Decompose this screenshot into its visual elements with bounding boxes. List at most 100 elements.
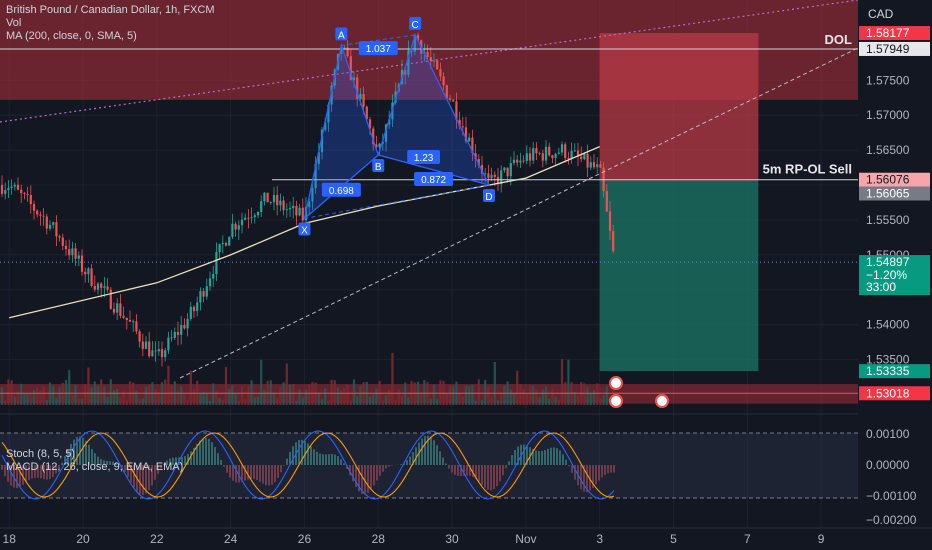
pattern-ratio-label: 1.23 xyxy=(414,153,434,164)
candle-body xyxy=(96,283,100,290)
volume-bar xyxy=(496,400,500,405)
price-tag[interactable] xyxy=(859,364,930,379)
volume-bar xyxy=(7,379,10,405)
symbol-title[interactable]: British Pound / Canadian Dollar, 1h, FXC… xyxy=(6,4,215,16)
candle-body xyxy=(359,94,362,99)
candle-body xyxy=(272,195,276,203)
economic-event-icon[interactable] xyxy=(609,394,623,408)
candle-body xyxy=(525,153,528,161)
date-axis[interactable]: 18 20 22 24 26 28 30 Nov 3 5 7 9 xyxy=(0,527,932,546)
candle-body xyxy=(448,98,452,101)
volume-bar xyxy=(429,398,432,405)
stoch-d-line xyxy=(1,432,615,498)
volume-bar xyxy=(359,386,362,405)
pattern-ratio-badge[interactable] xyxy=(358,41,398,56)
candle-body xyxy=(314,163,317,189)
take-profit-box[interactable] xyxy=(599,180,759,372)
harmonic-pattern[interactable]: 1.037 0.698 0.872 1.23 X A B C D xyxy=(298,16,669,408)
price-tag[interactable] xyxy=(859,26,930,41)
candle-body xyxy=(20,189,23,194)
price-tag[interactable] xyxy=(859,386,930,401)
volume-bar xyxy=(269,380,272,405)
pattern-ratio-badge[interactable] xyxy=(414,172,454,187)
stoch-legend[interactable]: Stoch (8, 5, 5) xyxy=(6,448,76,460)
ma-legend[interactable]: MA (200, close, 0, SMA, 5) xyxy=(6,30,137,42)
pattern-point-badge[interactable] xyxy=(409,16,422,30)
price-axis[interactable]: CAD1.575001.570001.565001.555001.550001.… xyxy=(858,0,932,528)
volume-bar xyxy=(452,385,455,405)
candle-body xyxy=(557,152,560,154)
candle-body xyxy=(170,337,173,339)
candle-body xyxy=(327,104,330,123)
currency-label[interactable]: CAD xyxy=(868,7,894,21)
candle-body xyxy=(432,60,436,62)
price-tick-label: 1.57500 xyxy=(866,73,910,87)
candle-body xyxy=(477,159,480,166)
stop-loss-box[interactable] xyxy=(599,33,759,181)
candle-body xyxy=(365,106,368,120)
volume-bar xyxy=(356,396,359,405)
volume-bar xyxy=(183,394,186,405)
candle-body xyxy=(58,236,61,238)
candle-body xyxy=(192,306,196,312)
candle-body xyxy=(503,167,506,171)
candle-body xyxy=(541,153,544,161)
volume-bar xyxy=(74,385,77,405)
moving-average-line[interactable] xyxy=(9,146,600,319)
pattern-ratio-line xyxy=(341,34,416,46)
volume-bar xyxy=(260,359,263,405)
price-tag[interactable] xyxy=(859,172,930,187)
volume-bar xyxy=(324,388,327,405)
price-tag[interactable] xyxy=(859,41,930,56)
volume-bar xyxy=(538,397,541,405)
candle-body xyxy=(490,174,493,179)
volume-bar xyxy=(528,385,532,405)
candle-body xyxy=(436,60,439,70)
candle-body xyxy=(378,143,381,148)
macd-legend[interactable]: MACD (12, 26, close, 9, EMA, EMA) xyxy=(6,461,184,473)
candle-body xyxy=(276,195,279,206)
candle-body xyxy=(564,144,567,159)
candle-body xyxy=(349,56,352,81)
candle-body xyxy=(538,153,541,155)
sell-annotation[interactable]: 5m RP-OL Sell xyxy=(763,162,852,177)
candle-body xyxy=(183,325,186,329)
volume-bar xyxy=(186,400,189,405)
volume-bar xyxy=(384,395,388,405)
pattern-ratio-badge[interactable] xyxy=(321,182,361,197)
trend-lines: DOL 5m RP-OL Sell xyxy=(0,0,859,394)
candle-body xyxy=(295,205,298,216)
candle-body xyxy=(141,341,144,349)
pattern-point-badge[interactable] xyxy=(335,27,348,41)
volume-bar xyxy=(55,397,58,405)
volume-bar xyxy=(317,392,320,405)
volume-bar xyxy=(484,379,487,405)
current-price-tag[interactable] xyxy=(859,255,930,296)
demand-zone xyxy=(0,384,858,404)
pattern-point-badge[interactable] xyxy=(372,159,385,173)
pattern-point-badge[interactable] xyxy=(482,189,495,203)
candle-body xyxy=(612,230,615,252)
volume-bar xyxy=(84,384,87,405)
candle-body xyxy=(452,100,455,102)
price-tag-label: 1.53335 xyxy=(866,364,910,378)
dol-annotation[interactable]: DOL xyxy=(825,32,853,47)
economic-event-icon[interactable] xyxy=(655,394,669,408)
candle-body xyxy=(112,308,116,313)
price-tag[interactable] xyxy=(859,186,930,201)
economic-event-icon[interactable] xyxy=(609,376,623,390)
candle-body xyxy=(352,77,356,81)
volume-bar xyxy=(138,399,141,405)
pattern-ratio-badge[interactable] xyxy=(407,150,441,165)
volume-bar xyxy=(244,399,247,405)
pattern-point-badge[interactable] xyxy=(298,222,311,236)
volume-bar xyxy=(439,380,442,405)
volume-bar xyxy=(458,392,461,405)
volume-bar xyxy=(602,395,605,405)
pattern-ratio-line xyxy=(304,154,379,219)
volume-bar xyxy=(119,396,122,405)
candle-body xyxy=(407,50,410,75)
candle-body xyxy=(266,192,269,203)
volume-legend[interactable]: Vol xyxy=(6,17,22,29)
